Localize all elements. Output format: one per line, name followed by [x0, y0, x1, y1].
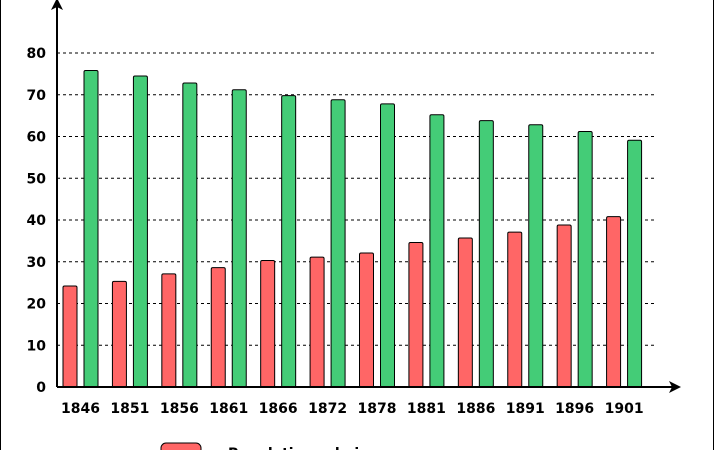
y-tick-label: 0 — [36, 380, 46, 396]
bar-series1 — [111, 280, 127, 388]
bar-series1 — [260, 259, 276, 388]
bar-series2 — [380, 103, 395, 388]
x-tick-label: 1886 — [456, 401, 495, 417]
legend-label: Population urbaine — [228, 446, 379, 450]
bar-series1 — [161, 273, 177, 388]
x-tick-label: 1901 — [605, 401, 644, 417]
y-tick-label: 20 — [27, 297, 47, 313]
bar-series1 — [210, 267, 226, 388]
y-tick-label: 50 — [27, 171, 47, 187]
bar-series2 — [429, 114, 445, 388]
x-tick-label: 1846 — [61, 401, 100, 417]
bar-series1 — [556, 224, 572, 388]
y-tick-label: 40 — [27, 213, 47, 229]
x-tick-label: 1881 — [407, 401, 446, 417]
x-tick-label: 1891 — [506, 401, 545, 417]
bar-series2 — [330, 99, 346, 388]
y-tick-labels: 0 10 20 30 40 50 60 70 80 — [27, 46, 47, 396]
frame-left-edge — [0, 0, 1, 450]
bar-series2 — [577, 130, 593, 388]
y-tick-label: 80 — [27, 46, 47, 62]
bar-series1 — [457, 237, 473, 388]
x-tick-label: 1856 — [160, 401, 199, 417]
bar-series2 — [231, 89, 247, 388]
bar-series2 — [83, 70, 99, 388]
bar-series2 — [132, 75, 148, 388]
y-tick-label: 70 — [27, 88, 47, 104]
bar-series2 — [281, 95, 297, 388]
y-tick-label: 10 — [27, 338, 47, 354]
bar-series2 — [182, 82, 198, 388]
gridlines — [57, 52, 655, 346]
bar-series2 — [528, 124, 544, 388]
bar-series1 — [606, 216, 622, 388]
bars — [62, 70, 643, 388]
x-tick-label: 1878 — [358, 401, 397, 417]
y-tick-label: 60 — [27, 130, 47, 146]
x-tick-label: 1872 — [308, 401, 347, 417]
axes — [51, 0, 681, 393]
bar-series1 — [507, 231, 523, 388]
bar-series1 — [62, 285, 78, 388]
x-tick-label: 1866 — [259, 401, 298, 417]
legend: Population urbaine — [160, 442, 379, 454]
bar-series1 — [309, 256, 325, 388]
x-tick-labels: 1846 1851 1856 1861 1866 1872 1878 1881 1886 1891… — [61, 401, 644, 417]
legend-swatch — [160, 442, 202, 454]
x-tick-label: 1851 — [110, 401, 149, 417]
x-tick-label: 1896 — [555, 401, 594, 417]
bar-series2 — [478, 120, 494, 388]
y-tick-label: 30 — [27, 255, 47, 271]
bar-series1 — [408, 242, 424, 388]
bar-series1 — [359, 252, 374, 388]
x-tick-label: 1861 — [209, 401, 248, 417]
bar-series2 — [627, 139, 643, 388]
